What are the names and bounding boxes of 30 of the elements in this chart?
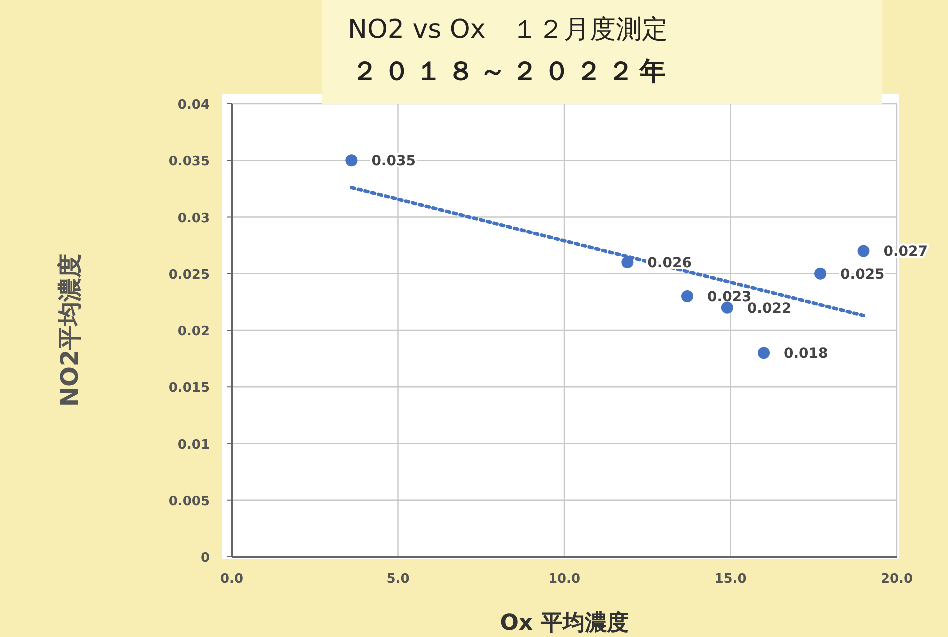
point (858, 245, 870, 258)
y-tick-label: 0.025 (168, 268, 210, 283)
data-label: 0.035 (372, 154, 416, 170)
chart-subtitle: ２０１８～２０２２年 (352, 57, 672, 87)
y-tick-label: 0.03 (178, 211, 210, 226)
x-tick-label: 20.0 (880, 572, 914, 587)
y-tick-label: 0.015 (168, 381, 210, 396)
y-tick-label: 0.02 (178, 324, 210, 340)
data-label: 0.018 (784, 346, 828, 362)
x-axis-title: Ox 平均濃度 (500, 610, 629, 636)
y-axis-title: NO2平均濃度 (56, 254, 84, 408)
y-tick-label: 0.005 (168, 494, 210, 510)
y-tick-label: 0.04 (178, 98, 210, 113)
y-tick-label: 0.035 (168, 154, 210, 170)
data-label: 0.025 (840, 266, 885, 283)
data-label: 0.022 (747, 300, 792, 317)
chart-title: NO2 vs Ox １２月度測定 (348, 15, 668, 45)
x-tick-label: 5.0 (386, 572, 410, 587)
point (721, 302, 734, 314)
point (814, 268, 827, 280)
x-tick-label: 15.0 (714, 572, 747, 587)
point (622, 256, 634, 269)
point (682, 290, 694, 303)
point (346, 154, 358, 167)
y-tick-label: 0.01 (178, 438, 210, 453)
point (758, 347, 770, 360)
data-label: 0.027 (884, 244, 928, 260)
x-tick-label: 10.0 (548, 572, 581, 587)
y-tick-label: 0 (200, 551, 210, 566)
x-tick-label: 0.0 (220, 572, 244, 587)
